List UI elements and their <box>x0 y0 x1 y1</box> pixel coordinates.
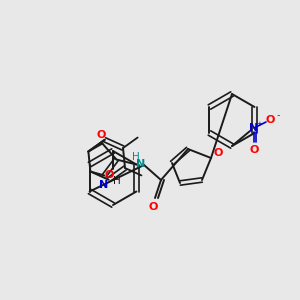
Text: H: H <box>113 176 121 186</box>
Text: O: O <box>265 115 275 125</box>
Text: -: - <box>276 110 280 120</box>
Text: N: N <box>136 159 146 169</box>
Text: H: H <box>132 152 140 162</box>
Text: O: O <box>213 148 223 158</box>
Text: +: + <box>256 121 262 127</box>
Text: O: O <box>249 145 259 155</box>
Text: O: O <box>148 202 158 212</box>
Text: O: O <box>97 130 106 140</box>
Text: O: O <box>104 170 114 180</box>
Text: N: N <box>249 123 259 133</box>
Text: N: N <box>99 179 108 190</box>
